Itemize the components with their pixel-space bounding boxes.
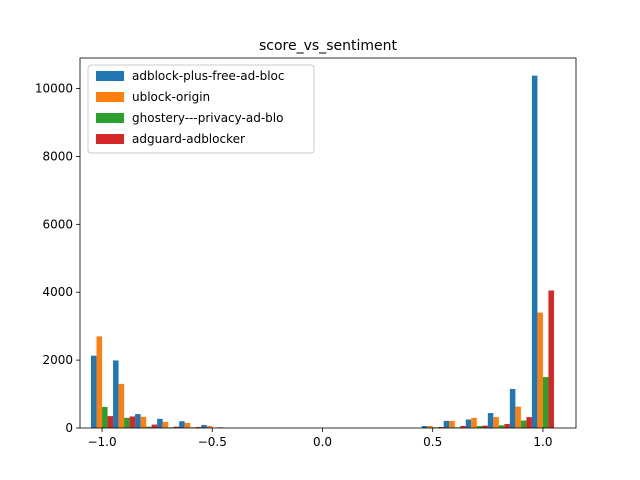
bar <box>438 426 444 428</box>
bar <box>548 290 554 428</box>
bar <box>509 388 516 428</box>
bar <box>129 416 136 428</box>
bar <box>520 420 527 428</box>
bar <box>91 355 97 428</box>
bar <box>449 420 455 428</box>
bar <box>151 424 158 428</box>
y-tick-label: 4000 <box>42 285 73 299</box>
legend-label: adguard-adblocker <box>132 132 245 146</box>
bar <box>118 383 125 428</box>
bar <box>526 417 532 428</box>
legend-swatch <box>96 113 124 123</box>
bar <box>471 417 477 428</box>
y-tick-label: 0 <box>65 421 73 435</box>
legend-box <box>87 64 315 154</box>
y-axis: 0 2000 4000 6000 8000 10000 <box>35 82 80 435</box>
bar <box>124 417 130 428</box>
bar <box>184 422 191 428</box>
y-tick-label: 6000 <box>42 217 73 231</box>
bar <box>465 419 472 428</box>
x-axis: −1.0 −0.5 0.0 0.5 1.0 <box>87 428 552 449</box>
bar <box>173 426 180 428</box>
legend-label: ghostery---privacy-ad-blo <box>132 111 283 125</box>
bar <box>542 377 549 428</box>
bar <box>476 425 483 428</box>
bar <box>498 425 505 428</box>
legend-label: ublock-origin <box>132 90 210 104</box>
bar <box>421 425 428 428</box>
bar <box>162 421 169 428</box>
legend-swatch <box>96 134 124 144</box>
bar <box>427 425 433 428</box>
bar <box>179 421 185 428</box>
y-tick-label: 2000 <box>42 353 73 367</box>
y-tick-label: 10000 <box>35 82 73 96</box>
x-tick-label: 0.0 <box>313 435 332 449</box>
legend: adblock-plus-free-ad-bloc ublock-origin gh… <box>87 64 315 154</box>
bar <box>146 426 152 428</box>
bar <box>460 425 466 428</box>
bar <box>515 406 521 428</box>
chart-title: score_vs_sentiment <box>259 38 397 54</box>
bar <box>201 424 207 428</box>
bar <box>195 426 202 428</box>
legend-label: adblock-plus-free-ad-bloc <box>132 69 284 83</box>
x-tick-label: −1.0 <box>87 435 116 449</box>
bar <box>531 75 538 429</box>
bar <box>157 418 163 428</box>
bar <box>96 336 103 428</box>
bar <box>443 420 450 428</box>
bar <box>482 425 488 428</box>
plot-frame <box>79 57 577 429</box>
bar <box>537 312 543 428</box>
bar <box>135 414 141 428</box>
bar <box>140 416 147 428</box>
bar <box>493 417 499 428</box>
bar <box>113 360 119 428</box>
bar <box>107 416 114 428</box>
y-tick-label: 8000 <box>42 149 73 163</box>
bar <box>102 406 108 428</box>
bar <box>487 413 494 428</box>
bar <box>206 425 213 428</box>
bar <box>504 423 510 428</box>
legend-swatch <box>96 92 124 102</box>
x-tick-label: −0.5 <box>198 435 227 449</box>
x-tick-label: 0.5 <box>423 435 442 449</box>
x-tick-label: 1.0 <box>533 435 552 449</box>
bars-group <box>91 75 554 429</box>
legend-swatch <box>96 71 124 81</box>
